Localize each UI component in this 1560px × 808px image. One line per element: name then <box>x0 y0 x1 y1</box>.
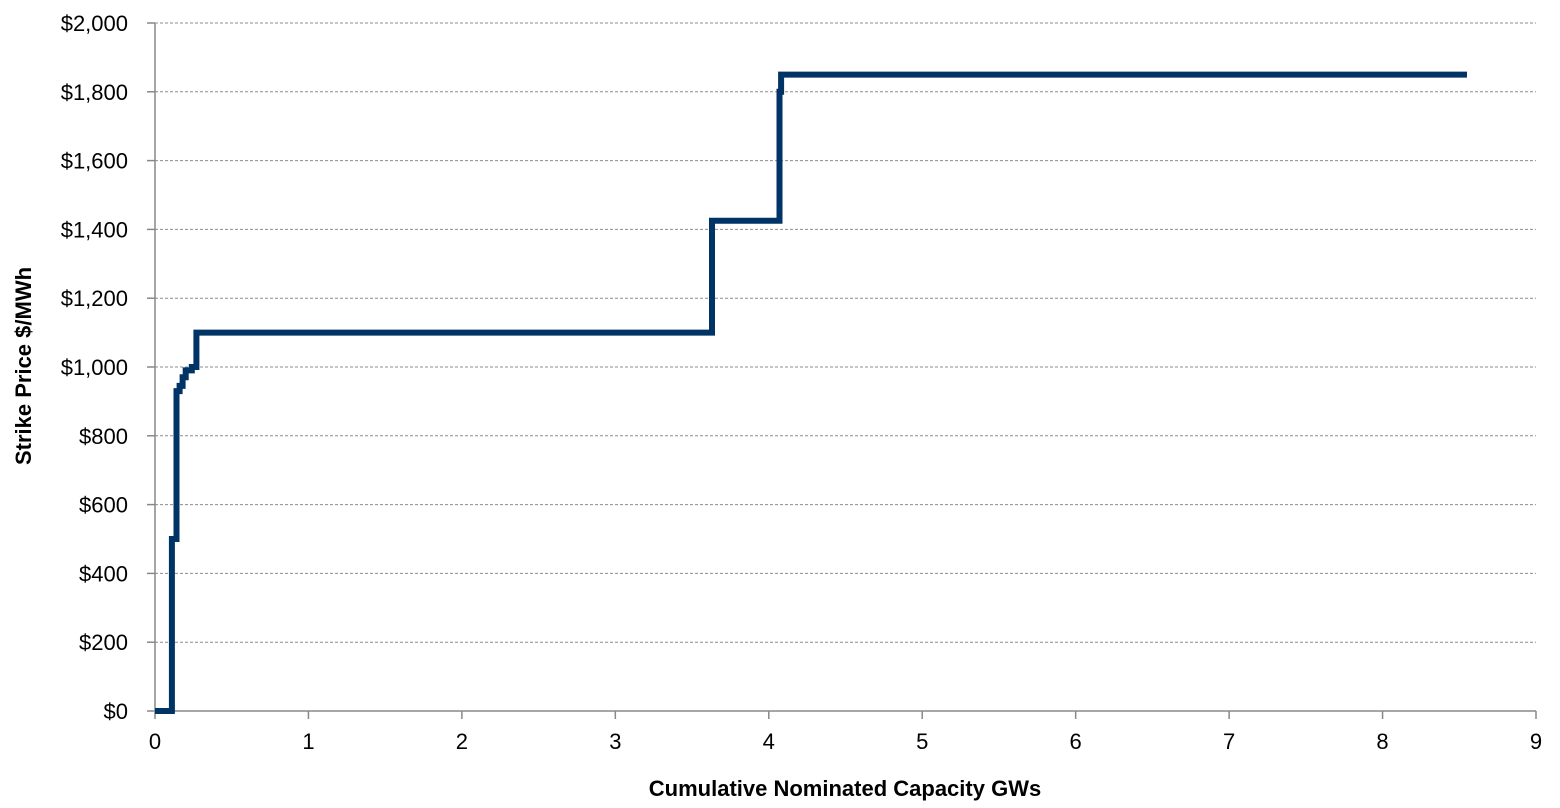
y-tick-label: $600 <box>79 493 128 518</box>
y-tick-label: $0 <box>104 699 128 724</box>
x-tick-label: 5 <box>916 729 928 754</box>
x-tick-label: 8 <box>1376 729 1388 754</box>
x-tick-labels: 0 1 2 3 4 5 6 7 8 9 <box>149 729 1542 754</box>
series-line <box>155 71 1467 714</box>
x-axis-title: Cumulative Nominated Capacity GWs <box>649 776 1041 801</box>
y-tick-label: $400 <box>79 561 128 586</box>
axes <box>147 22 1537 719</box>
y-tick-label: $1,600 <box>61 149 128 174</box>
x-tick-label: 6 <box>1070 729 1082 754</box>
y-axis-title: Strike Price $/MWh <box>11 267 36 465</box>
y-tick-label: $1,000 <box>61 355 128 380</box>
y-tick-label: $1,400 <box>61 217 128 242</box>
x-tick-label: 9 <box>1530 729 1542 754</box>
series <box>155 71 1467 714</box>
gridlines <box>155 22 1536 643</box>
x-tick-label: 4 <box>763 729 775 754</box>
x-tick-label: 2 <box>456 729 468 754</box>
x-tick-label: 0 <box>149 729 161 754</box>
y-tick-label: $1,800 <box>61 80 128 105</box>
y-tick-labels: $0 $200 $400 $600 $800 $1,000 $1,200 $1,400 $1,6… <box>61 11 128 724</box>
x-tick-label: 3 <box>609 729 621 754</box>
x-tick-label: 7 <box>1223 729 1235 754</box>
y-tick-label: $200 <box>79 630 128 655</box>
y-tick-label: $1,200 <box>61 286 128 311</box>
y-tick-label: $800 <box>79 424 128 449</box>
y-tick-label: $2,000 <box>61 11 128 36</box>
x-tick-label: 1 <box>302 729 314 754</box>
